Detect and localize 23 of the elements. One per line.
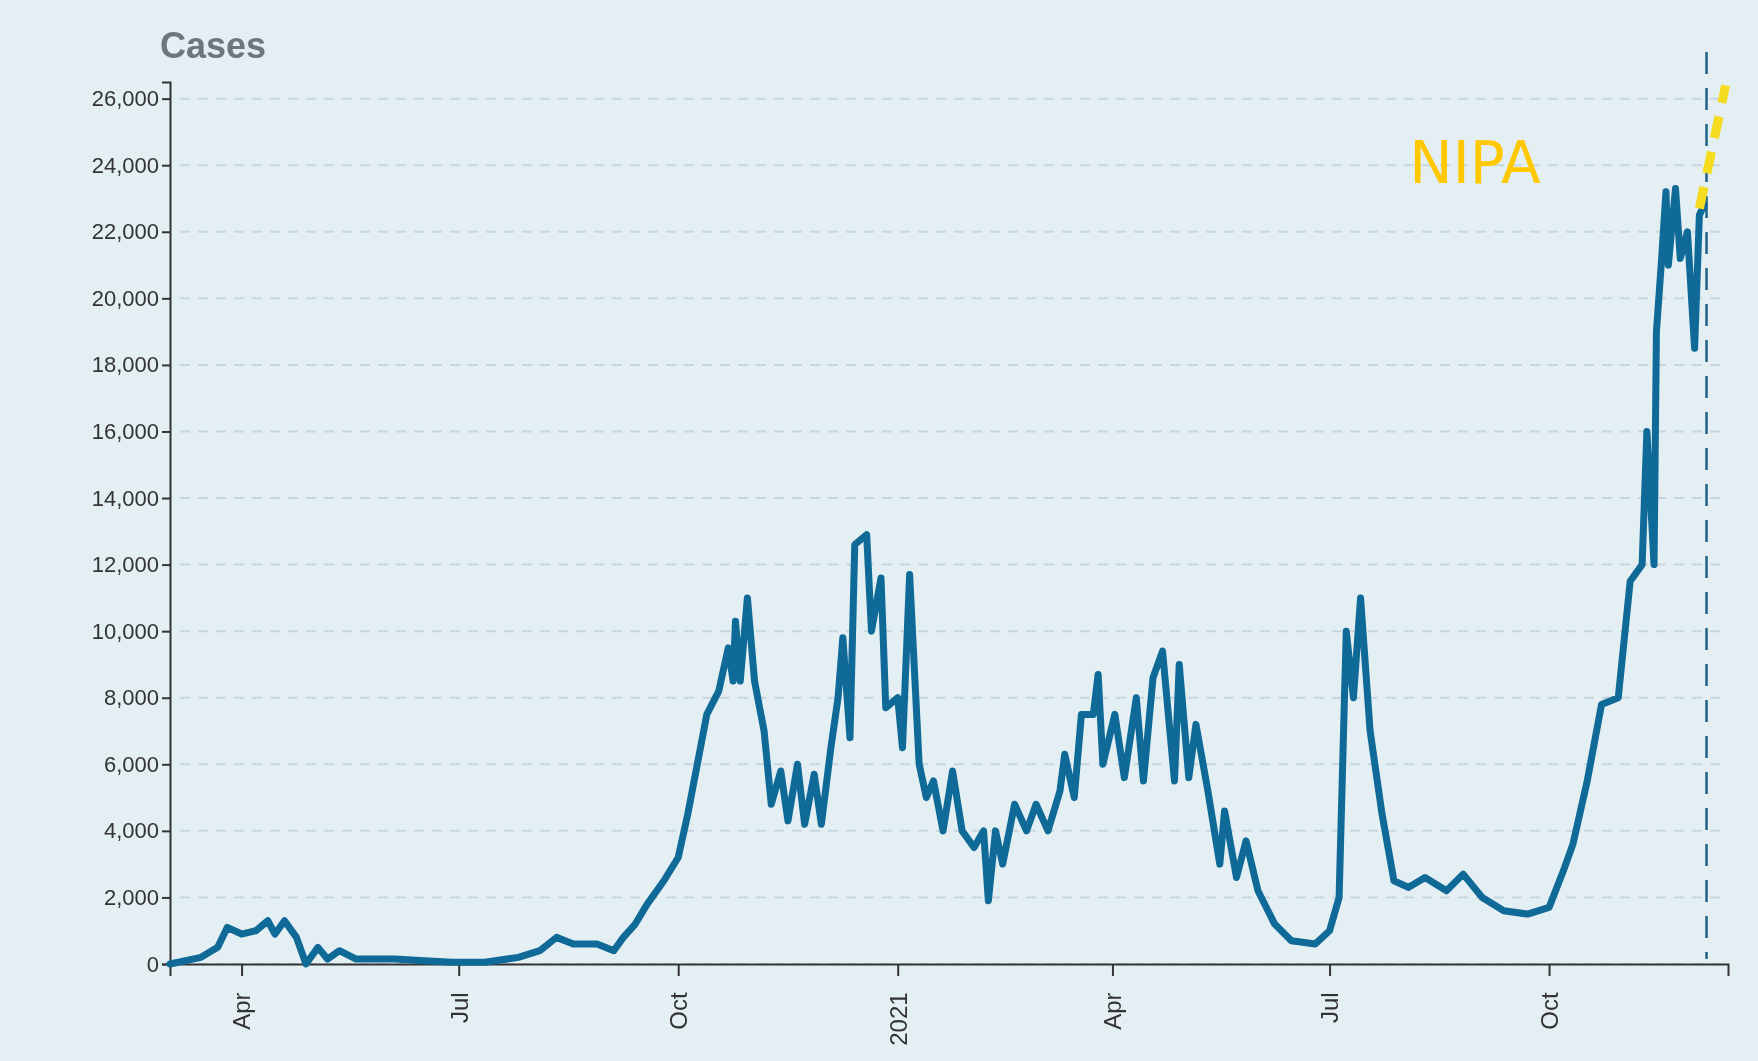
chart-title: Cases [160, 25, 267, 66]
y-tick-label: 26,000 [91, 86, 159, 112]
x-tick-label: Apr [1099, 992, 1127, 1030]
x-tick-label: Jul [1316, 992, 1344, 1024]
y-tick-label: 6,000 [103, 751, 159, 777]
x-tick-label: 2021 [884, 992, 912, 1046]
y-tick-label: 10,000 [91, 618, 159, 644]
x-tick-label: Oct [665, 992, 693, 1030]
y-tick-label: 2,000 [103, 884, 159, 910]
y-tick-label: 20,000 [91, 285, 159, 311]
y-tick-label: 14,000 [91, 485, 159, 511]
y-tick-label: 4,000 [103, 818, 159, 844]
y-tick-label: 22,000 [91, 219, 159, 245]
y-tick-label: 8,000 [103, 685, 159, 711]
x-tick-label: Jul [445, 992, 473, 1024]
y-tick-label: 16,000 [91, 419, 159, 445]
y-tick-label: 12,000 [91, 552, 159, 578]
annotation: NIPA [1409, 129, 1542, 197]
y-tick-label: 0 [146, 951, 159, 977]
x-tick-label: Apr [228, 992, 256, 1030]
y-tick-label: 24,000 [91, 152, 159, 178]
x-tick-label: Oct [1535, 992, 1563, 1030]
y-tick-label: 18,000 [91, 352, 159, 378]
